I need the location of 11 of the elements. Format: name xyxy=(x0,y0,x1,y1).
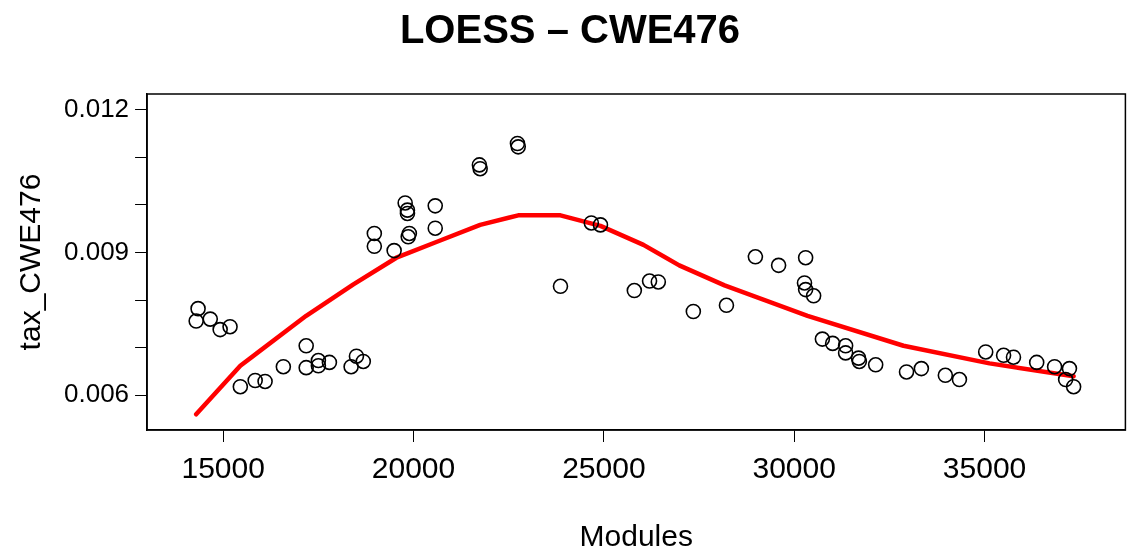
y-axis-title: tax_CWE476 xyxy=(13,173,47,351)
x-tick-label: 15000 xyxy=(181,451,265,485)
y-tick-label: 0.012 xyxy=(63,92,130,123)
x-tick-label: 25000 xyxy=(562,451,646,485)
chart-title: LOESS – CWE476 xyxy=(399,7,741,52)
x-axis-title: Modules xyxy=(579,519,693,553)
x-tick-label: 20000 xyxy=(371,451,456,485)
x-tick-label: 30000 xyxy=(752,451,836,485)
y-tick-label: 0.009 xyxy=(63,235,130,266)
y-tick-label: 0.006 xyxy=(63,378,130,409)
x-tick-label: 35000 xyxy=(942,451,1027,485)
